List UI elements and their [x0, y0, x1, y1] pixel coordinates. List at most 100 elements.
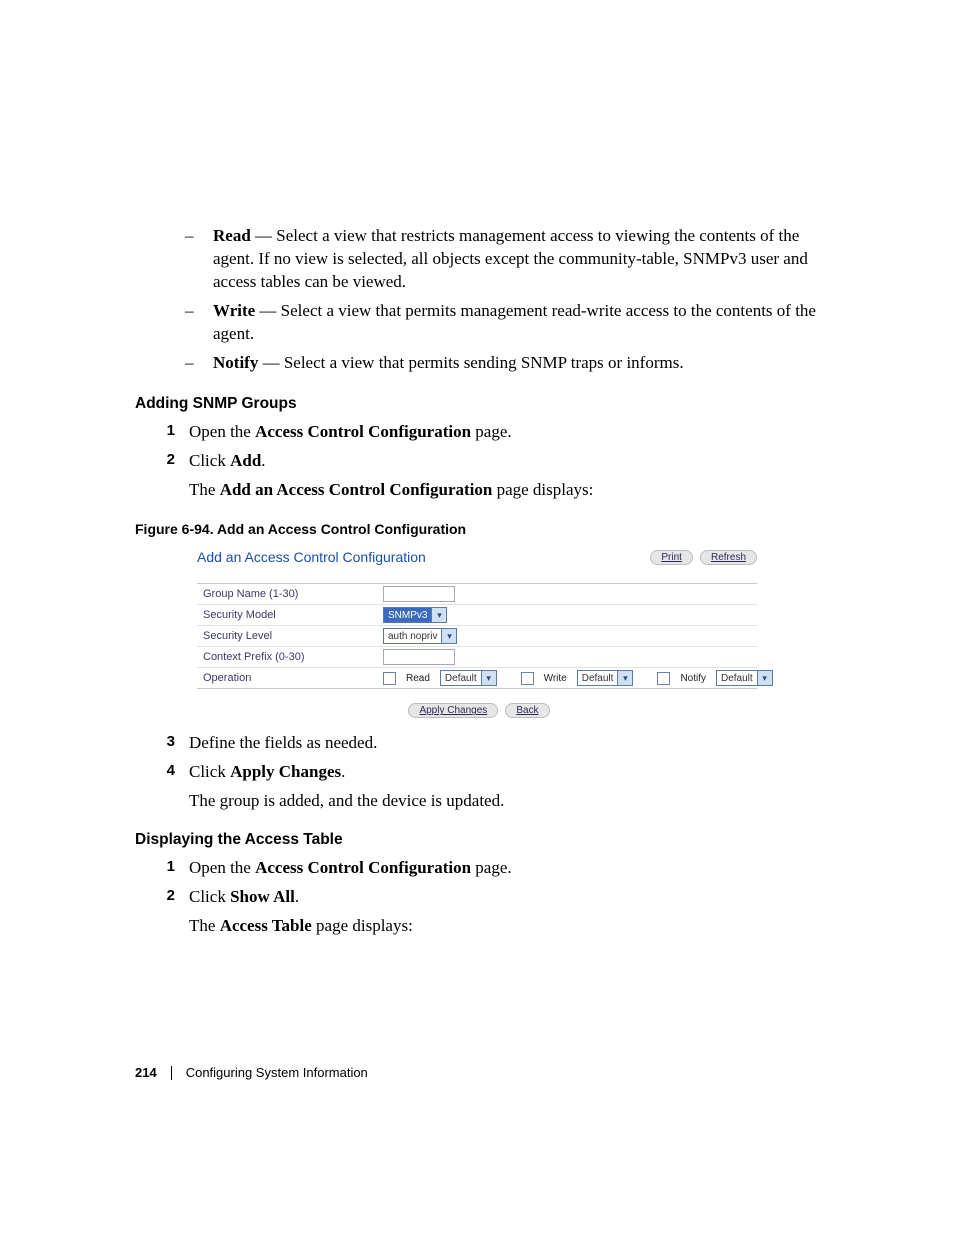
notify-text: — Select a view that permits sending SNM… — [258, 353, 683, 372]
bold-text: Add an Access Control Configuration — [220, 480, 493, 499]
select-value: SNMPv3 — [384, 610, 431, 621]
list-item: 4 Click Apply Changes. — [135, 761, 839, 784]
print-button[interactable]: Print — [650, 550, 693, 565]
text: The — [189, 480, 220, 499]
write-label: Write — [213, 301, 255, 320]
label-security-level: Security Level — [197, 630, 383, 642]
text: The — [189, 916, 220, 935]
panel-title: Add an Access Control Configuration — [197, 549, 426, 565]
notify-checkbox[interactable] — [657, 672, 670, 685]
footer-divider — [171, 1066, 172, 1080]
step-text: Click Add. — [189, 450, 839, 473]
chevron-down-icon: ▾ — [431, 608, 446, 622]
list-item-text: Write — Select a view that permits manag… — [213, 300, 839, 346]
context-prefix-input[interactable] — [383, 649, 455, 665]
form-table: Group Name (1-30) Security Model SNMPv3▾… — [197, 583, 757, 689]
step-text: Click Show All. — [189, 886, 839, 909]
step-follow-text: The Add an Access Control Configuration … — [189, 479, 839, 502]
heading-adding-snmp-groups: Adding SNMP Groups — [135, 395, 839, 413]
step-number: 2 — [135, 450, 189, 473]
text: page. — [471, 422, 512, 441]
read-op-label: Read — [406, 673, 430, 684]
adding-groups-steps-cont: 3 Define the fields as needed. 4 Click A… — [135, 732, 839, 784]
group-name-input[interactable] — [383, 586, 455, 602]
screenshot-footer: Apply Changes Back — [197, 703, 757, 718]
refresh-button[interactable]: Refresh — [700, 550, 757, 565]
label-security-model: Security Model — [197, 609, 383, 621]
view-options-list: – Read — Select a view that restricts ma… — [135, 225, 839, 375]
dash-icon: – — [135, 300, 213, 346]
write-checkbox[interactable] — [521, 672, 534, 685]
text: . — [261, 451, 265, 470]
list-item: 2 Click Show All. — [135, 886, 839, 909]
text: . — [295, 887, 299, 906]
figure-caption: Figure 6-94. Add an Access Control Confi… — [135, 521, 839, 537]
step-number: 2 — [135, 886, 189, 909]
step-number: 3 — [135, 732, 189, 755]
list-item: 1 Open the Access Control Configuration … — [135, 857, 839, 880]
bold-text: Access Control Configuration — [255, 858, 471, 877]
dash-icon: – — [135, 352, 213, 375]
list-item: – Notify — Select a view that permits se… — [135, 352, 839, 375]
security-model-select[interactable]: SNMPv3▾ — [383, 607, 447, 623]
write-select[interactable]: Default▾ — [577, 670, 634, 686]
write-text: — Select a view that permits management … — [213, 301, 816, 343]
bold-text: Access Table — [220, 916, 312, 935]
list-item: 1 Open the Access Control Configuration … — [135, 421, 839, 444]
adding-groups-steps: 1 Open the Access Control Configuration … — [135, 421, 839, 473]
step-follow-text: The Access Table page displays: — [189, 915, 839, 938]
list-item: 2 Click Add. — [135, 450, 839, 473]
text: Click — [189, 451, 230, 470]
header-buttons: Print Refresh — [646, 550, 757, 565]
step-text: Define the fields as needed. — [189, 732, 839, 755]
row-security-level: Security Level auth nopriv▾ — [197, 625, 757, 646]
label-group-name: Group Name (1-30) — [197, 588, 383, 600]
displaying-table-steps: 1 Open the Access Control Configuration … — [135, 857, 839, 909]
notify-label: Notify — [213, 353, 258, 372]
bold-text: Add — [230, 451, 261, 470]
text: page displays: — [312, 916, 413, 935]
step-follow-text: The group is added, and the device is up… — [189, 790, 839, 813]
text: Click — [189, 887, 230, 906]
label-operation: Operation — [197, 672, 383, 684]
text: . — [341, 762, 345, 781]
heading-displaying-access-table: Displaying the Access Table — [135, 831, 839, 849]
select-value: Default — [578, 673, 618, 684]
apply-changes-button[interactable]: Apply Changes — [408, 703, 498, 718]
row-group-name: Group Name (1-30) — [197, 584, 757, 604]
security-level-select[interactable]: auth nopriv▾ — [383, 628, 457, 644]
step-number: 4 — [135, 761, 189, 784]
row-security-model: Security Model SNMPv3▾ — [197, 604, 757, 625]
row-context-prefix: Context Prefix (0-30) — [197, 646, 757, 667]
bold-text: Access Control Configuration — [255, 422, 471, 441]
bold-text: Show All — [230, 887, 295, 906]
back-button[interactable]: Back — [505, 703, 549, 718]
select-value: auth nopriv — [384, 631, 441, 642]
list-item: – Write — Select a view that permits man… — [135, 300, 839, 346]
notify-op-label: Notify — [680, 673, 706, 684]
text: Open the — [189, 858, 255, 877]
select-value: Default — [717, 673, 757, 684]
bold-text: Apply Changes — [230, 762, 341, 781]
step-text: Click Apply Changes. — [189, 761, 839, 784]
row-operation: Operation Read Default▾ Write Default▾ N… — [197, 667, 757, 688]
step-number: 1 — [135, 421, 189, 444]
screenshot-header: Add an Access Control Configuration Prin… — [197, 549, 757, 565]
document-page: – Read — Select a view that restricts ma… — [0, 0, 954, 1235]
read-checkbox[interactable] — [383, 672, 396, 685]
select-value: Default — [441, 673, 481, 684]
read-select[interactable]: Default▾ — [440, 670, 497, 686]
step-number: 1 — [135, 857, 189, 880]
chapter-title: Configuring System Information — [186, 1065, 368, 1080]
list-item-text: Read — Select a view that restricts mana… — [213, 225, 839, 294]
chevron-down-icon: ▾ — [617, 671, 632, 685]
step-text: Open the Access Control Configuration pa… — [189, 421, 839, 444]
page-footer: 214 Configuring System Information — [135, 1065, 368, 1080]
step-text: Open the Access Control Configuration pa… — [189, 857, 839, 880]
text: page. — [471, 858, 512, 877]
chevron-down-icon: ▾ — [481, 671, 496, 685]
label-context-prefix: Context Prefix (0-30) — [197, 651, 383, 663]
chevron-down-icon: ▾ — [441, 629, 456, 643]
page-number: 214 — [135, 1065, 157, 1080]
notify-select[interactable]: Default▾ — [716, 670, 773, 686]
